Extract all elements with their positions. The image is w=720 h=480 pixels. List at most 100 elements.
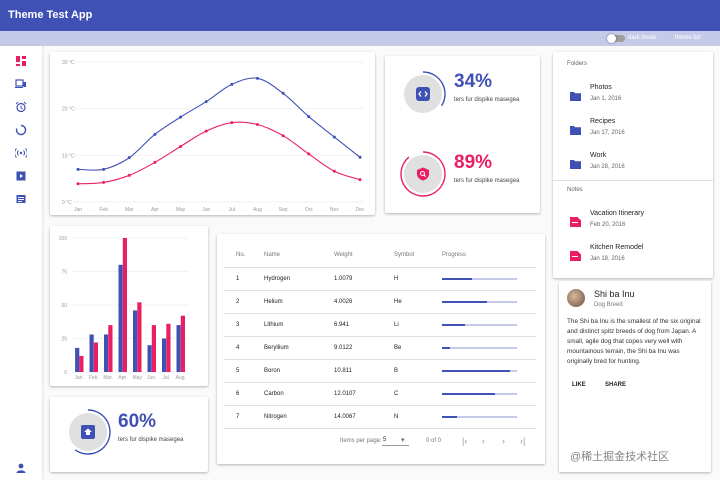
- theme-list-button[interactable]: theme list: [675, 35, 701, 41]
- app-title: Theme Test App: [8, 9, 93, 21]
- monthly-bar-chart-card: 0 25 50 75 100 Jan. Feb. Mar. Apr. May Jun. Jul. Aug…: [50, 226, 208, 386]
- folder-date: Jan 28, 2016: [590, 164, 625, 170]
- first-page-icon[interactable]: |‹: [462, 436, 468, 446]
- data-point[interactable]: [102, 167, 106, 171]
- series-line-2: [77, 121, 361, 185]
- bar[interactable]: [147, 345, 152, 372]
- data-point[interactable]: [76, 182, 80, 186]
- column-header-no[interactable]: No.: [224, 244, 264, 268]
- folder-item[interactable]: Recipes Jan 17, 2016: [570, 118, 700, 144]
- bar[interactable]: [104, 334, 109, 373]
- account-icon[interactable]: [15, 462, 27, 474]
- cell-no: 1: [224, 267, 264, 291]
- toggle-knob: [607, 34, 616, 43]
- dark-mode-label: dark mode: [628, 35, 657, 41]
- dashboard-icon[interactable]: [15, 55, 27, 67]
- bar[interactable]: [137, 302, 142, 372]
- video-library-icon[interactable]: [15, 170, 27, 182]
- share-button[interactable]: SHARE: [605, 382, 627, 388]
- bar[interactable]: [122, 238, 127, 372]
- folder-item[interactable]: Photos Jan 1, 2016: [570, 84, 700, 110]
- cell-weight: 9.0122: [334, 336, 394, 360]
- next-page-icon[interactable]: ›: [502, 436, 505, 446]
- data-point[interactable]: [281, 134, 285, 138]
- data-point[interactable]: [332, 135, 336, 139]
- column-header-weight[interactable]: Weight: [334, 244, 394, 268]
- table-row[interactable]: 4 Beryllium 9.0122 Be: [224, 336, 536, 360]
- bar[interactable]: [176, 325, 181, 372]
- x-tick-label: Apr.: [118, 375, 127, 381]
- previous-page-icon[interactable]: ‹: [482, 436, 485, 446]
- data-point[interactable]: [127, 173, 131, 177]
- note-title: Vacation Itinerary: [590, 210, 644, 217]
- bar[interactable]: [180, 315, 185, 372]
- wireless-icon[interactable]: [15, 147, 27, 159]
- devices-icon[interactable]: [15, 78, 27, 90]
- bar[interactable]: [89, 334, 94, 373]
- card-subtitle: Dog Breed: [594, 302, 623, 308]
- top-toolbar: Theme Test App: [0, 0, 720, 31]
- bar[interactable]: [118, 264, 123, 372]
- bar[interactable]: [166, 323, 171, 372]
- series-line-1: [77, 77, 361, 171]
- data-point[interactable]: [358, 178, 362, 182]
- data-point[interactable]: [358, 155, 362, 159]
- like-button[interactable]: LIKE: [572, 382, 586, 388]
- notes-icon[interactable]: [15, 193, 27, 205]
- table-row[interactable]: 7 Nitrogen 14.0067 N: [224, 405, 536, 429]
- dark-mode-toggle[interactable]: [607, 34, 625, 43]
- cell-name: Hydrogen: [264, 267, 334, 291]
- data-point[interactable]: [153, 160, 157, 164]
- table-row[interactable]: 2 Helium 4.0026 He: [224, 290, 536, 314]
- bar[interactable]: [75, 347, 80, 372]
- bar[interactable]: [79, 355, 84, 372]
- cell-symbol: B: [394, 359, 442, 383]
- note-item[interactable]: Vacation Itinerary Feb 20, 2016: [570, 210, 700, 236]
- table-row[interactable]: 6 Carbon 12.0107 C: [224, 382, 536, 406]
- data-point[interactable]: [76, 167, 80, 171]
- data-point[interactable]: [281, 91, 285, 95]
- ring-arc: [74, 409, 111, 455]
- data-point[interactable]: [127, 156, 131, 160]
- loop-icon[interactable]: [15, 124, 27, 136]
- note-date: Jan 18, 2016: [590, 256, 625, 262]
- cell-weight: 14.0067: [334, 405, 394, 429]
- note-item[interactable]: Kitchen Remodel Jan 18, 2016: [570, 244, 700, 270]
- data-point[interactable]: [255, 76, 259, 80]
- folder-item[interactable]: Work Jan 28, 2016: [570, 152, 700, 178]
- bar[interactable]: [151, 325, 156, 372]
- data-point[interactable]: [204, 129, 208, 133]
- data-point[interactable]: [307, 152, 311, 156]
- data-point[interactable]: [179, 144, 183, 148]
- data-point[interactable]: [307, 115, 311, 119]
- search-icon: [416, 167, 430, 186]
- last-page-icon[interactable]: ›|: [520, 436, 526, 446]
- data-point[interactable]: [332, 169, 336, 173]
- bar[interactable]: [162, 338, 167, 373]
- data-point[interactable]: [204, 100, 208, 104]
- table-row[interactable]: 1 Hydrogen 1.0079 H: [224, 267, 536, 291]
- data-point[interactable]: [102, 180, 106, 184]
- inbox-icon: [81, 425, 95, 444]
- cell-no: 4: [224, 336, 264, 360]
- column-header-progress[interactable]: Progress: [442, 244, 536, 268]
- bar[interactable]: [133, 310, 138, 372]
- table-row[interactable]: 3 Lithium 6.941 Li: [224, 313, 536, 337]
- column-header-symbol[interactable]: Symbol: [394, 244, 442, 268]
- alarm-icon[interactable]: [15, 101, 27, 113]
- data-point[interactable]: [230, 121, 234, 125]
- bar[interactable]: [93, 342, 98, 373]
- data-point[interactable]: [179, 115, 183, 119]
- data-point[interactable]: [153, 132, 157, 136]
- stats-card: 34% ters fur dispike masegea 89% ters fu…: [385, 56, 540, 213]
- chevron-down-icon: ▾: [401, 437, 405, 444]
- note-title: Kitchen Remodel: [590, 244, 644, 251]
- cell-name: Beryllium: [264, 336, 334, 360]
- x-tick-label: Mar.: [103, 375, 113, 381]
- table-row[interactable]: 5 Boron 10.811 B: [224, 359, 536, 383]
- column-header-name[interactable]: Name: [264, 244, 334, 268]
- data-point[interactable]: [255, 123, 259, 127]
- page-size-select[interactable]: 5 ▾: [382, 436, 409, 446]
- bar[interactable]: [108, 325, 113, 372]
- data-point[interactable]: [230, 82, 234, 86]
